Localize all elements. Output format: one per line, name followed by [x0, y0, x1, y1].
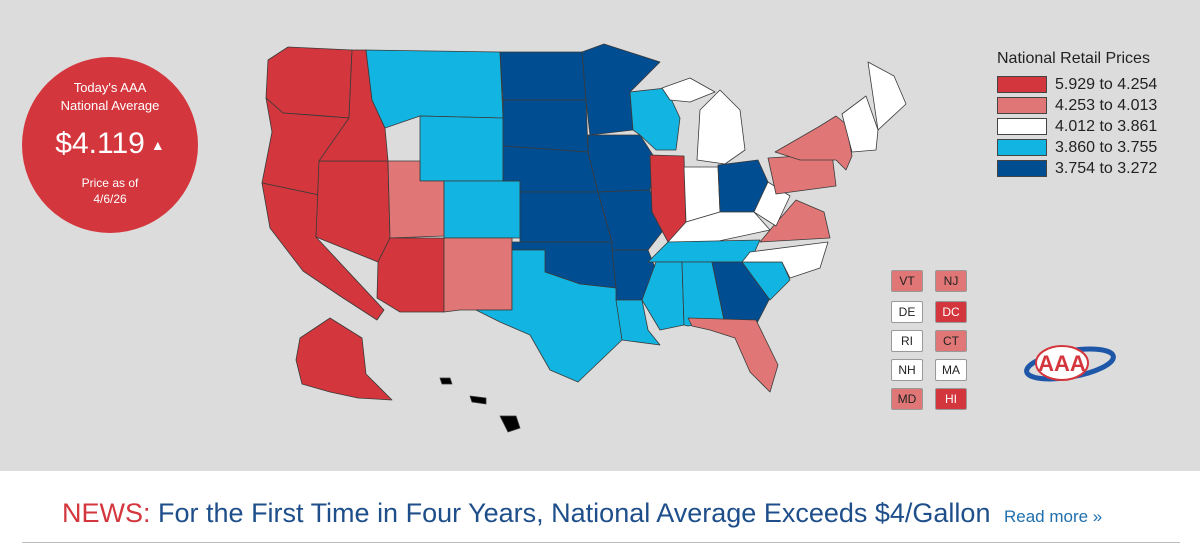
state-AZ[interactable] [376, 237, 445, 313]
state-LA[interactable] [615, 299, 661, 346]
news-headline[interactable]: For the First Time in Four Years, Nation… [158, 498, 991, 528]
legend-swatch [997, 76, 1047, 93]
legend-item: 3.754 to 3.272 [997, 158, 1157, 179]
small-state-ma[interactable]: MA [935, 359, 967, 381]
as-of-label: Price as of [81, 176, 139, 190]
state-HI-islands [439, 377, 453, 385]
state-FL[interactable] [687, 317, 779, 393]
legend-swatch [997, 97, 1047, 114]
national-average-price: $4.119 [55, 127, 145, 160]
legend-title: National Retail Prices [997, 50, 1150, 67]
legend-item: 4.253 to 4.013 [997, 95, 1157, 116]
legend-label: 4.012 to 3.861 [1055, 117, 1158, 135]
small-state-md[interactable]: MD [891, 388, 923, 410]
national-average-badge: Today's AAA National Average $4.119 ▲ Pri… [22, 57, 198, 233]
state-NV[interactable] [315, 160, 391, 263]
read-more-link[interactable]: Read more » [1003, 507, 1103, 526]
legend-item: 5.929 to 4.254 [997, 74, 1157, 95]
small-state-dc[interactable]: DC [935, 301, 967, 323]
small-state-nh[interactable]: NH [891, 359, 923, 381]
state-NC[interactable] [741, 241, 829, 279]
legend-swatch [997, 139, 1047, 156]
state-WY[interactable] [419, 115, 504, 182]
state-MI-UP[interactable] [661, 77, 716, 103]
small-state-ct[interactable]: CT [935, 330, 967, 352]
legend-label: 3.754 to 3.272 [1055, 159, 1158, 177]
divider [22, 542, 1180, 543]
state-MI[interactable] [696, 89, 746, 165]
legend-label: 5.929 to 4.254 [1055, 75, 1158, 93]
state-NM[interactable] [443, 237, 513, 313]
small-state-vt[interactable]: VT [891, 270, 923, 292]
price-legend: National Retail Prices 5.929 to 4.254 4.… [997, 50, 1157, 179]
state-TX[interactable] [475, 249, 623, 383]
as-of-date: 4/6/26 [93, 192, 127, 206]
state-GA[interactable] [711, 261, 771, 326]
state-ME[interactable] [867, 61, 907, 131]
state-TN[interactable] [647, 239, 761, 263]
aaa-logo[interactable]: AAA [1022, 337, 1122, 399]
state-VA[interactable] [759, 199, 831, 243]
state-NY[interactable] [774, 115, 853, 171]
map-panel: Today's AAA National Average $4.119 ▲ Pri… [0, 0, 1200, 471]
state-HI[interactable] [499, 415, 521, 433]
legend-swatch [997, 160, 1047, 177]
legend-label: 3.860 to 3.755 [1055, 138, 1158, 156]
state-HI-islands2 [469, 395, 487, 405]
state-IA[interactable] [587, 134, 657, 193]
state-SD[interactable] [502, 99, 589, 153]
state-MS[interactable] [641, 261, 685, 331]
state-KS[interactable] [519, 191, 613, 243]
us-map [261, 43, 907, 433]
state-CO[interactable] [443, 180, 521, 239]
legend-item: 4.012 to 3.861 [997, 116, 1157, 137]
news-label: NEWS: [62, 498, 151, 528]
badge-title-line1: Today's AAA [73, 80, 147, 95]
state-ND[interactable] [499, 51, 587, 101]
up-arrow-icon: ▲ [150, 137, 165, 154]
state-AK[interactable] [295, 317, 393, 401]
legend-swatch [997, 118, 1047, 135]
small-state-nj[interactable]: NJ [935, 270, 967, 292]
aaa-logo-text: AAA [1038, 351, 1086, 376]
state-NE-states [841, 95, 879, 153]
state-WA[interactable] [265, 46, 353, 119]
legend-label: 4.253 to 4.013 [1055, 96, 1158, 114]
badge-title-line2: National Average [60, 98, 160, 113]
small-state-hi[interactable]: HI [935, 388, 967, 410]
legend-item: 3.860 to 3.755 [997, 137, 1157, 158]
small-state-de[interactable]: DE [891, 301, 923, 323]
news-banner: NEWS: For the First Time in Four Years, … [62, 498, 1102, 529]
small-state-ri[interactable]: RI [891, 330, 923, 352]
